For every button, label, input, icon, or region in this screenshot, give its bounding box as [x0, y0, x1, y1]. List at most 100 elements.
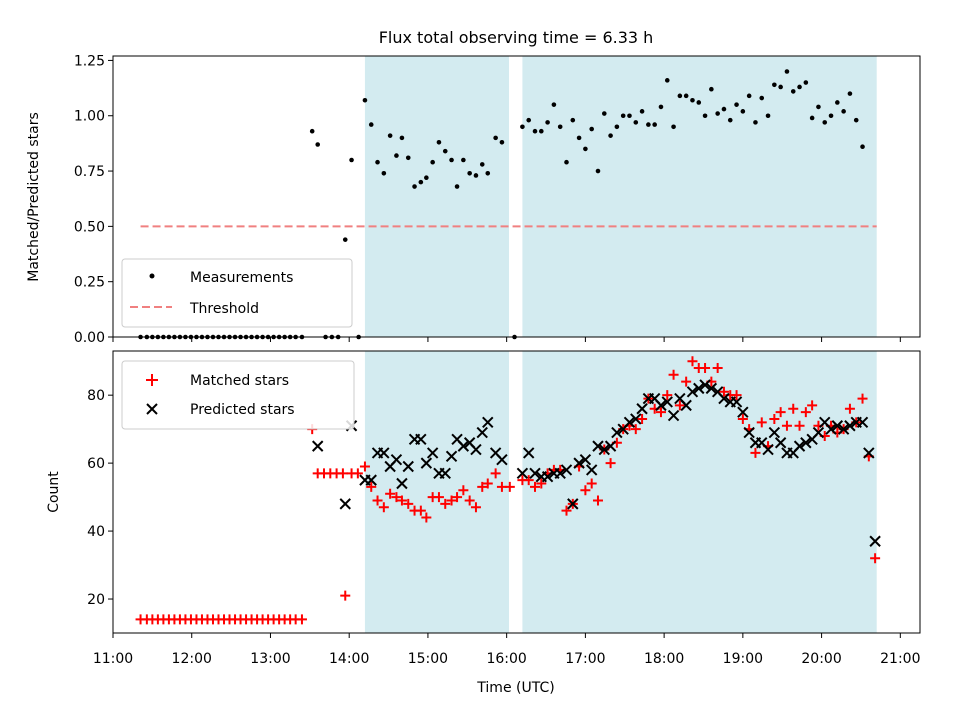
- measurement-point: [721, 106, 727, 112]
- ratio-panel: 0.00 0.25 0.50 0.75 1.00 1.25 Matched/Predict…: [26, 53, 921, 346]
- matched-star-point: [530, 481, 541, 492]
- measurement-point: [362, 97, 368, 103]
- matched-star-point: [337, 468, 348, 479]
- predicted-star-point: [567, 498, 579, 510]
- matched-star-point: [712, 362, 723, 373]
- measurement-point: [608, 133, 613, 138]
- matched-star-point: [794, 420, 805, 431]
- bottom-y-ticks: 20 40 60 80: [87, 388, 113, 608]
- matched-star-point: [396, 495, 407, 506]
- top-x-ticks: [112, 337, 901, 342]
- measurement-point: [412, 184, 417, 189]
- x-axis-label: Time (UTC): [476, 680, 554, 696]
- measurement-point: [342, 237, 348, 242]
- matched-star-point: [458, 485, 469, 496]
- measurement-point: [539, 128, 544, 134]
- measurement-point: [595, 168, 601, 174]
- predicted-star-point: [774, 437, 787, 449]
- matched-star-point: [586, 478, 597, 489]
- matched-star-point: [440, 498, 451, 509]
- matched-star-point: [681, 376, 692, 387]
- measurement-point: [759, 95, 765, 101]
- matched-star-point: [470, 502, 481, 513]
- predicted-star-point: [699, 379, 711, 391]
- predicted-star-point: [579, 454, 592, 466]
- predicted-star-point: [592, 440, 604, 452]
- bottom-legend: Matched stars Predicted stars: [121, 360, 355, 430]
- legend-matched-label: Matched stars: [190, 373, 289, 389]
- measurement-point: [368, 122, 374, 127]
- predicted-star-point: [496, 454, 508, 466]
- matched-star-point: [561, 505, 572, 516]
- top-legend: Measurements Threshold: [121, 258, 353, 328]
- predicted-star-point: [573, 457, 585, 469]
- matched-star-point: [366, 481, 377, 492]
- measurement-point: [424, 175, 429, 180]
- measurement-point: [564, 159, 569, 165]
- matched-star-point: [592, 495, 603, 506]
- predicted-star-point: [611, 426, 623, 439]
- predicted-star-point: [476, 426, 488, 439]
- legend-matched-marker: [146, 374, 158, 386]
- predicted-star-point: [800, 437, 812, 449]
- predicted-star-point: [560, 464, 573, 476]
- top-observing-windows: [364, 56, 877, 337]
- x-tick-label: 21:00: [880, 651, 920, 667]
- measurement-point: [499, 139, 505, 145]
- measurement-point: [778, 84, 783, 90]
- matched-star-point: [857, 393, 868, 404]
- top-axes-frame: [112, 55, 921, 338]
- matched-star-point: [523, 475, 534, 486]
- predicted-star-point: [863, 447, 875, 459]
- x-tick-label: 11:00: [93, 651, 133, 667]
- predicted-star-point: [311, 440, 324, 452]
- predicted-star-point: [420, 457, 433, 469]
- measurement-point: [526, 117, 532, 123]
- measurement-point: [753, 120, 758, 125]
- x-tick-label: 14:00: [329, 651, 369, 667]
- measurement-point: [375, 159, 380, 165]
- measurement-point: [394, 153, 399, 158]
- predicted-star-point: [439, 467, 451, 480]
- measurement-point: [809, 115, 815, 121]
- predicted-star-point: [762, 443, 774, 456]
- predicted-star-point: [705, 382, 718, 395]
- top-y-tick-label: 1.25: [74, 53, 105, 69]
- x-tick-label: 12:00: [172, 651, 212, 667]
- matched-star-point: [637, 413, 648, 424]
- bottom-axes-frame: [112, 350, 921, 634]
- matched-star-point: [452, 492, 463, 503]
- matched-star-point: [296, 614, 307, 625]
- measurement-point: [449, 157, 454, 163]
- measurement-point: [816, 104, 821, 110]
- bottom-observing-windows: [364, 351, 877, 633]
- measurement-point: [576, 135, 582, 141]
- measurement-point: [532, 128, 538, 134]
- predicted-star-point: [457, 440, 470, 452]
- bottom-y-tick-label: 40: [87, 524, 105, 540]
- matched-star-point: [870, 553, 881, 564]
- matched-star-point: [662, 390, 673, 401]
- measurement-point: [652, 122, 657, 127]
- matched-star-point: [403, 498, 414, 509]
- x-tick-label: 15:00: [408, 651, 448, 667]
- measurement-point: [442, 148, 448, 154]
- matched-star-point: [385, 488, 396, 499]
- measurement-point: [727, 117, 733, 123]
- measurement-point: [467, 170, 472, 176]
- predicted-star-point: [686, 386, 699, 398]
- measurement-point: [309, 128, 315, 134]
- measurement-point: [772, 82, 777, 88]
- matched-star-point: [668, 369, 679, 380]
- measurement-point: [740, 109, 746, 114]
- observing-window-2: [522, 56, 877, 337]
- measurement-point: [847, 91, 853, 96]
- measurement-point: [646, 122, 651, 127]
- predicted-star-point: [585, 464, 598, 476]
- matched-star-point: [605, 458, 616, 469]
- matched-star-point: [807, 400, 818, 411]
- matched-star-point: [359, 461, 370, 472]
- predicted-star-point: [623, 416, 636, 429]
- bottom-y-tick-label: 20: [87, 592, 105, 608]
- x-tick-label: 16:00: [486, 651, 526, 667]
